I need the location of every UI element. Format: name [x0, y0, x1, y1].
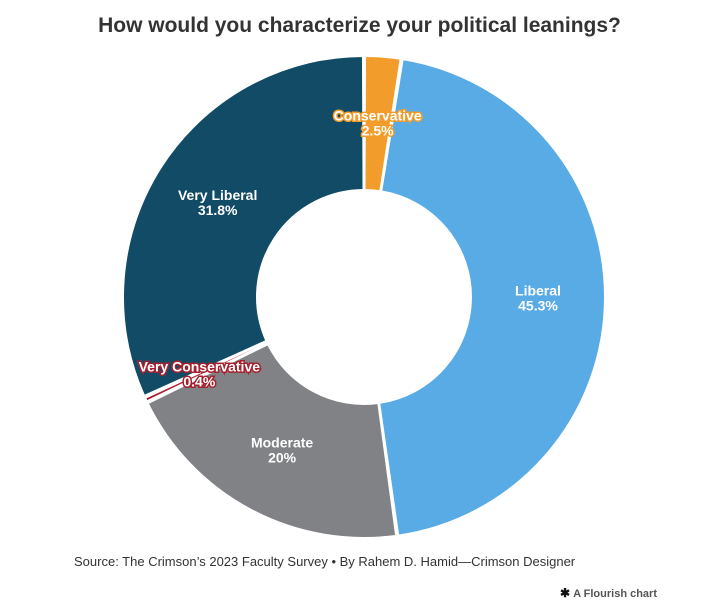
credit-text: A Flourish chart [573, 588, 657, 600]
slice-value-label: 0.4% [183, 373, 215, 389]
slice-moderate[interactable] [146, 342, 398, 539]
chart-title: How would you characterize your politica… [98, 14, 621, 37]
slice-name-label: Liberal [515, 283, 561, 299]
slice-name-label: Very Liberal [178, 187, 257, 203]
slice-value-label: 31.8% [198, 202, 238, 218]
slice-name-label: Very Conservative [139, 358, 261, 374]
slices-group [122, 54, 606, 539]
slice-value-label: 45.3% [518, 298, 558, 314]
slice-liberal[interactable] [378, 57, 606, 537]
slice-very-liberal[interactable] [122, 54, 365, 398]
slice-value-label: 2.5% [362, 123, 394, 139]
slice-name-label: Conservative [334, 108, 422, 124]
slice-value-label: 20% [268, 450, 297, 466]
source-note: Source: The Crimson’s 2023 Faculty Surve… [74, 554, 576, 569]
flourish-credit[interactable]: ✱ A Flourish chart [560, 586, 657, 600]
slice-name-label: Moderate [251, 435, 313, 451]
asterisk-icon: ✱ [560, 586, 571, 600]
